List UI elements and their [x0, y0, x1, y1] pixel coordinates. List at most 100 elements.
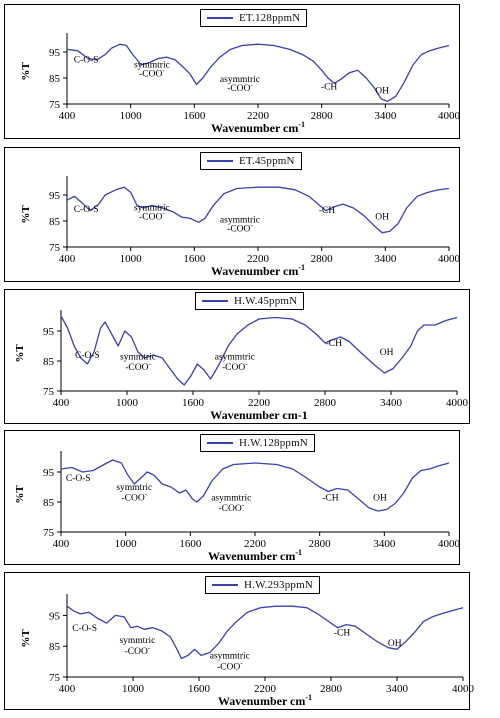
x-tick-label: 2800 — [314, 397, 337, 409]
peak-annotation: C-O-S — [72, 624, 97, 634]
peak-annotation: OH — [375, 213, 389, 223]
peak-annotation: asymmtric — [220, 215, 260, 225]
peak-annotation: -COO- — [125, 360, 151, 373]
x-axis-label-superscript: -1 — [295, 548, 302, 557]
y-tick-label: 75 — [49, 99, 61, 111]
x-tick-label: 400 — [59, 253, 76, 265]
peak-annotation: C-O-S — [74, 55, 99, 65]
spectrum-panel-hw-128: H.W.128ppmN 75 85 95 400 1000 1600 2200 2800 340… — [4, 430, 461, 565]
spectrum-panel-et-45: ET.45ppmN 75 85 95 400 1000 1600 2200 2800 3400 4… — [4, 147, 461, 282]
spectrum-panel-hw-45: H.W.45ppmN 75 85 95 400 1000 1600 2200 2800 3400… — [4, 289, 470, 424]
legend-swatch — [202, 300, 228, 302]
peak-annotation: asymmtric — [211, 494, 251, 504]
y-tick-label: 75 — [49, 242, 61, 254]
peak-annotation: -CH — [319, 206, 336, 216]
spectrum-line — [60, 459, 450, 512]
x-tick-label: 3400 — [386, 683, 409, 695]
x-tick-label: 1600 — [179, 538, 202, 550]
peak-annotation-superscript: - — [145, 491, 148, 499]
x-axis-label-superscript: -1 — [305, 693, 312, 702]
x-tick-label: 1000 — [115, 538, 138, 550]
y-tick-label: 95 — [43, 326, 55, 338]
peak-annotation: symmtric — [116, 483, 152, 493]
y-tick-label: 75 — [43, 527, 55, 539]
legend-label: ET.128ppmN — [239, 12, 301, 24]
y-tick-label: 95 — [49, 610, 61, 622]
x-tick-label: 1600 — [183, 110, 206, 122]
peak-annotation-superscript: - — [148, 360, 151, 368]
spectrum-plot: 75 85 95 400 1000 1600 2200 2800 3400 4000 %T Waven… — [20, 33, 461, 135]
y-tick-label: 85 — [49, 641, 61, 653]
peak-annotation: asymmtric — [210, 652, 250, 662]
spectrum-line — [66, 43, 450, 103]
x-axis-label-superscript: -1 — [298, 120, 305, 129]
x-axis-label: Wavenumber cm-1 — [211, 120, 305, 135]
peak-annotation: -COO- — [227, 81, 253, 94]
y-axis-label: %T — [20, 62, 32, 81]
peak-annotation: C-O-S — [74, 205, 99, 215]
peak-annotation-superscript: - — [250, 81, 253, 89]
peak-annotation: asymmtric — [220, 75, 260, 85]
peak-annotation-superscript: - — [245, 360, 248, 368]
y-tick-label: 85 — [49, 73, 61, 85]
peak-annotation-superscript: - — [162, 67, 165, 75]
x-tick-label: 1600 — [183, 253, 206, 265]
y-axis-label: %T — [14, 344, 26, 363]
x-axis-label: Wavenumber cm-1 — [208, 548, 302, 563]
x-axis-label-superscript: -1 — [298, 263, 305, 272]
legend-swatch — [207, 17, 233, 19]
legend: ET.128ppmN — [200, 9, 308, 27]
x-tick-label: 2200 — [254, 683, 277, 695]
peak-annotation: -COO- — [139, 210, 165, 223]
peak-annotation: OH — [373, 494, 387, 504]
legend: H.W.293ppmN — [205, 576, 321, 594]
spectrum-panel-et-128: ET.128ppmN 75 85 95 400 1000 1600 2200 2800 3400… — [4, 4, 461, 139]
spectrum-line — [66, 186, 450, 234]
legend-swatch — [207, 442, 233, 444]
x-tick-label: 4000 — [438, 538, 461, 550]
peak-annotation-superscript: - — [242, 501, 245, 509]
peak-annotation-superscript: - — [240, 659, 243, 667]
x-tick-label: 3400 — [373, 538, 396, 550]
peak-annotation-superscript: - — [162, 210, 165, 218]
peak-annotation: -COO- — [217, 659, 243, 672]
y-tick-label: 75 — [49, 672, 61, 684]
peak-annotation: -COO- — [227, 221, 253, 234]
x-tick-label: 1000 — [122, 683, 145, 695]
x-axis-label: Wavenumber cm-1 — [210, 408, 307, 422]
legend-label: H.W.45ppmN — [234, 295, 298, 307]
legend-label: H.W.293ppmN — [244, 579, 314, 591]
legend: H.W.128ppmN — [200, 434, 316, 452]
x-tick-label: 2800 — [311, 253, 334, 265]
peak-annotation: -CH — [322, 494, 339, 504]
peak-annotation: symmtric — [120, 353, 156, 363]
legend: ET.45ppmN — [200, 152, 302, 170]
peak-annotation: -COO- — [121, 491, 147, 504]
x-tick-label: 400 — [53, 397, 70, 409]
x-tick-label: 2200 — [247, 253, 270, 265]
spectrum-plot: 75 85 95 400 1000 1600 2200 2800 3400 4000 %T Waven… — [20, 594, 475, 708]
legend-swatch — [212, 584, 238, 586]
y-axis-label: %T — [14, 485, 26, 504]
y-axis-label: %T — [20, 205, 32, 224]
peak-annotation: OH — [375, 87, 389, 97]
x-tick-label: 3400 — [380, 397, 403, 409]
x-tick-label: 3400 — [374, 253, 397, 265]
spectrum-line — [66, 605, 464, 660]
peak-annotation: -COO- — [222, 360, 248, 373]
y-tick-label: 95 — [49, 190, 61, 202]
x-tick-label: 2200 — [247, 110, 270, 122]
x-axis-label: Wavenumber cm-1 — [211, 263, 305, 278]
legend-label: ET.45ppmN — [239, 155, 295, 167]
x-tick-label: 4000 — [446, 397, 469, 409]
spectrum-plot: 75 85 95 400 1000 1600 2200 2800 3400 4000 %T Waven… — [20, 176, 461, 278]
x-tick-label: 400 — [53, 538, 70, 550]
y-tick-label: 85 — [43, 497, 55, 509]
peak-annotation: C-O-S — [66, 474, 91, 484]
x-tick-label: 1600 — [188, 683, 211, 695]
y-tick-label: 95 — [49, 47, 61, 59]
peak-annotation: -COO- — [125, 644, 151, 657]
x-tick-label: 3400 — [374, 110, 397, 122]
x-tick-label: 2800 — [311, 110, 334, 122]
x-tick-label: 1000 — [120, 253, 143, 265]
